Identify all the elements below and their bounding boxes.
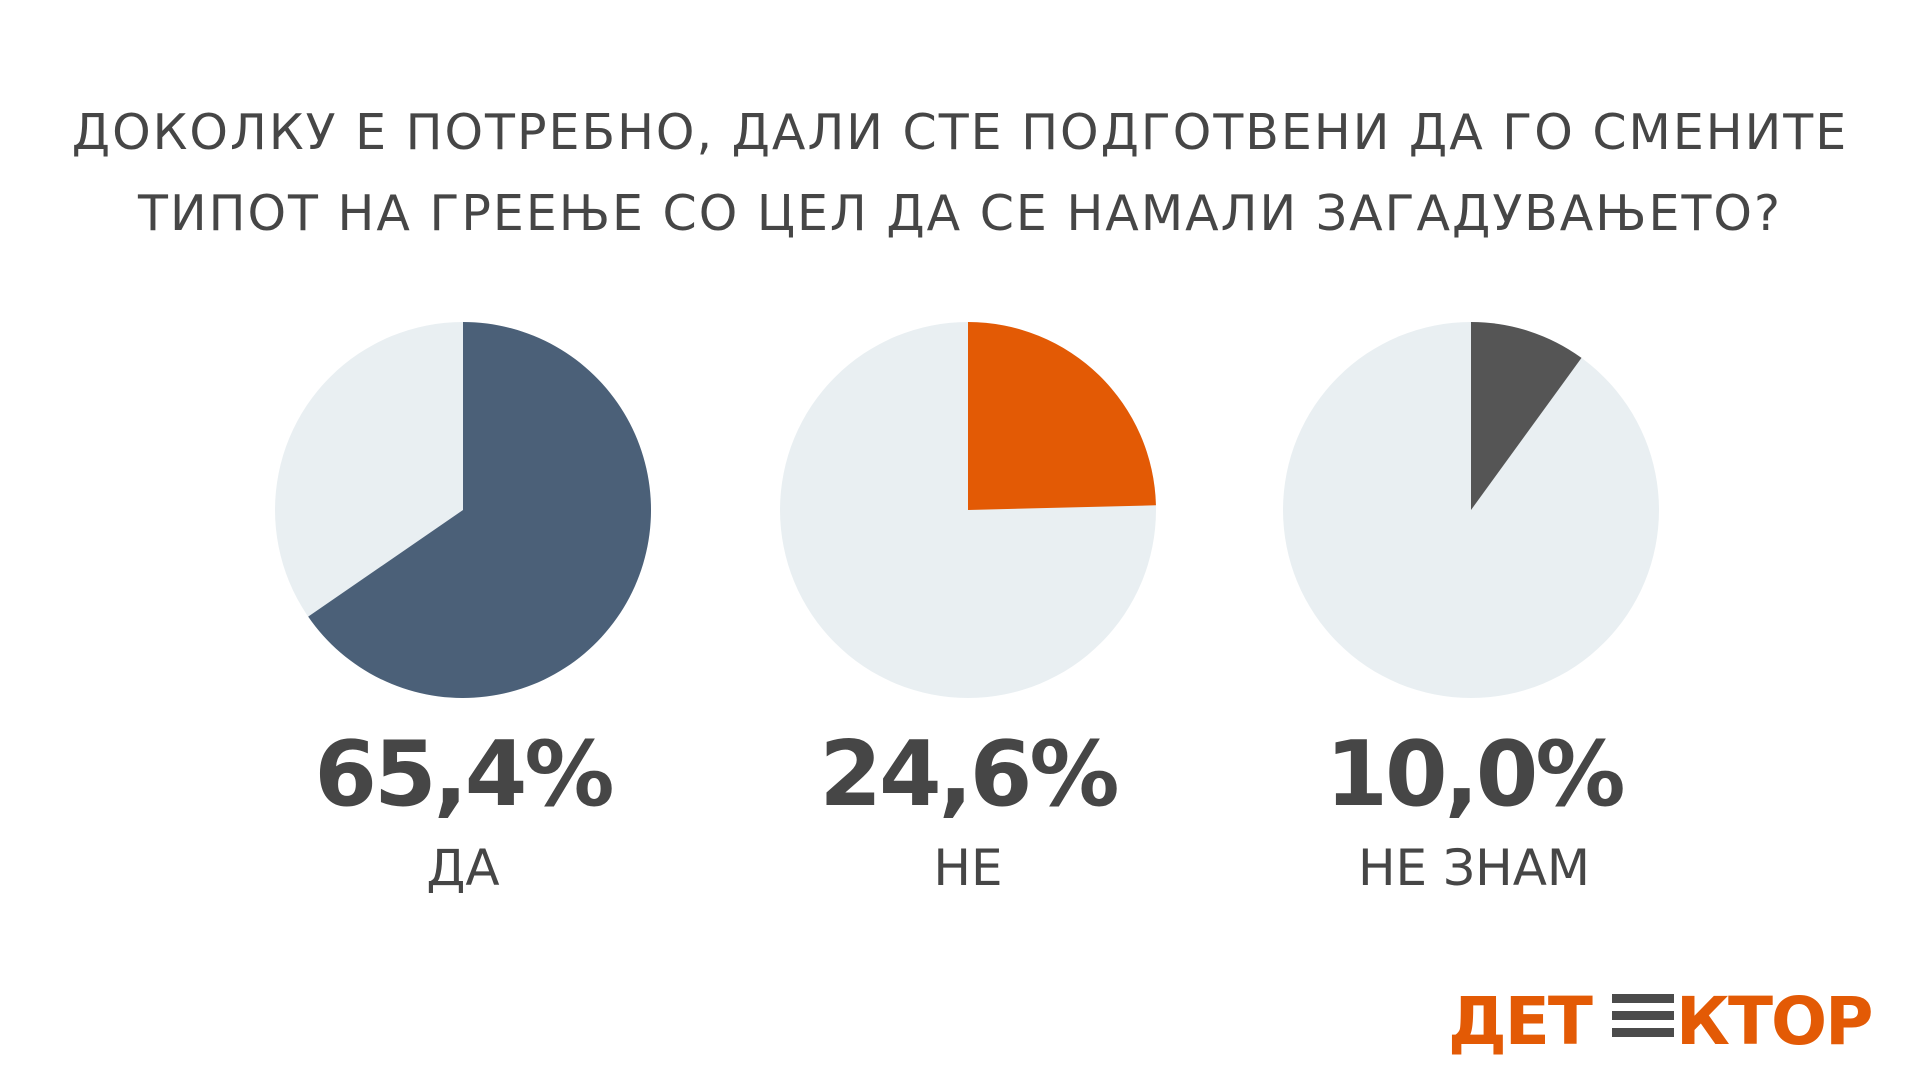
chart-title: ДОКОЛКУ Е ПОТРЕБНО, ДАЛИ СТЕ ПОДГОТВЕНИ … xyxy=(0,92,1920,254)
chart-title-line-1: ДОКОЛКУ Е ПОТРЕБНО, ДАЛИ СТЕ ПОДГОТВЕНИ … xyxy=(71,104,1849,161)
pie-slice-ne xyxy=(968,322,1156,510)
category-label-ne: НЕ xyxy=(933,839,1003,897)
category-label-da: ДА xyxy=(426,839,500,897)
value-label-ne-znam: 10,0% xyxy=(1325,722,1625,827)
pie-chart-ne xyxy=(778,320,1158,700)
pie-ne-svg xyxy=(780,322,1156,698)
detektor-logo: ДЕТ КТОР xyxy=(1444,974,1900,1056)
detektor-logo-svg: ДЕТ КТОР xyxy=(1448,983,1873,1056)
pie-chart-da xyxy=(273,320,653,700)
pie-slice-da xyxy=(308,322,652,698)
value-label-ne: 24,6% xyxy=(819,722,1119,827)
svg-text:ДЕТ: ДЕТ xyxy=(1448,983,1593,1056)
pie-chart-ne-znam xyxy=(1281,320,1661,700)
value-label-da: 65,4% xyxy=(314,722,614,827)
chart-title-line-2: ТИПОТ НА ГРЕЕЊЕ СО ЦЕЛ ДА СЕ НАМАЛИ ЗАГА… xyxy=(138,185,1782,242)
pie-slice-ne-znam xyxy=(1471,322,1582,510)
category-label-ne-znam: НЕ ЗНАМ xyxy=(1357,839,1591,897)
svg-text:КТОР: КТОР xyxy=(1676,983,1871,1056)
logo-bars-icon xyxy=(1612,994,1674,1037)
pie-da-svg xyxy=(275,322,652,698)
pie-ne-znam-svg xyxy=(1283,322,1659,698)
